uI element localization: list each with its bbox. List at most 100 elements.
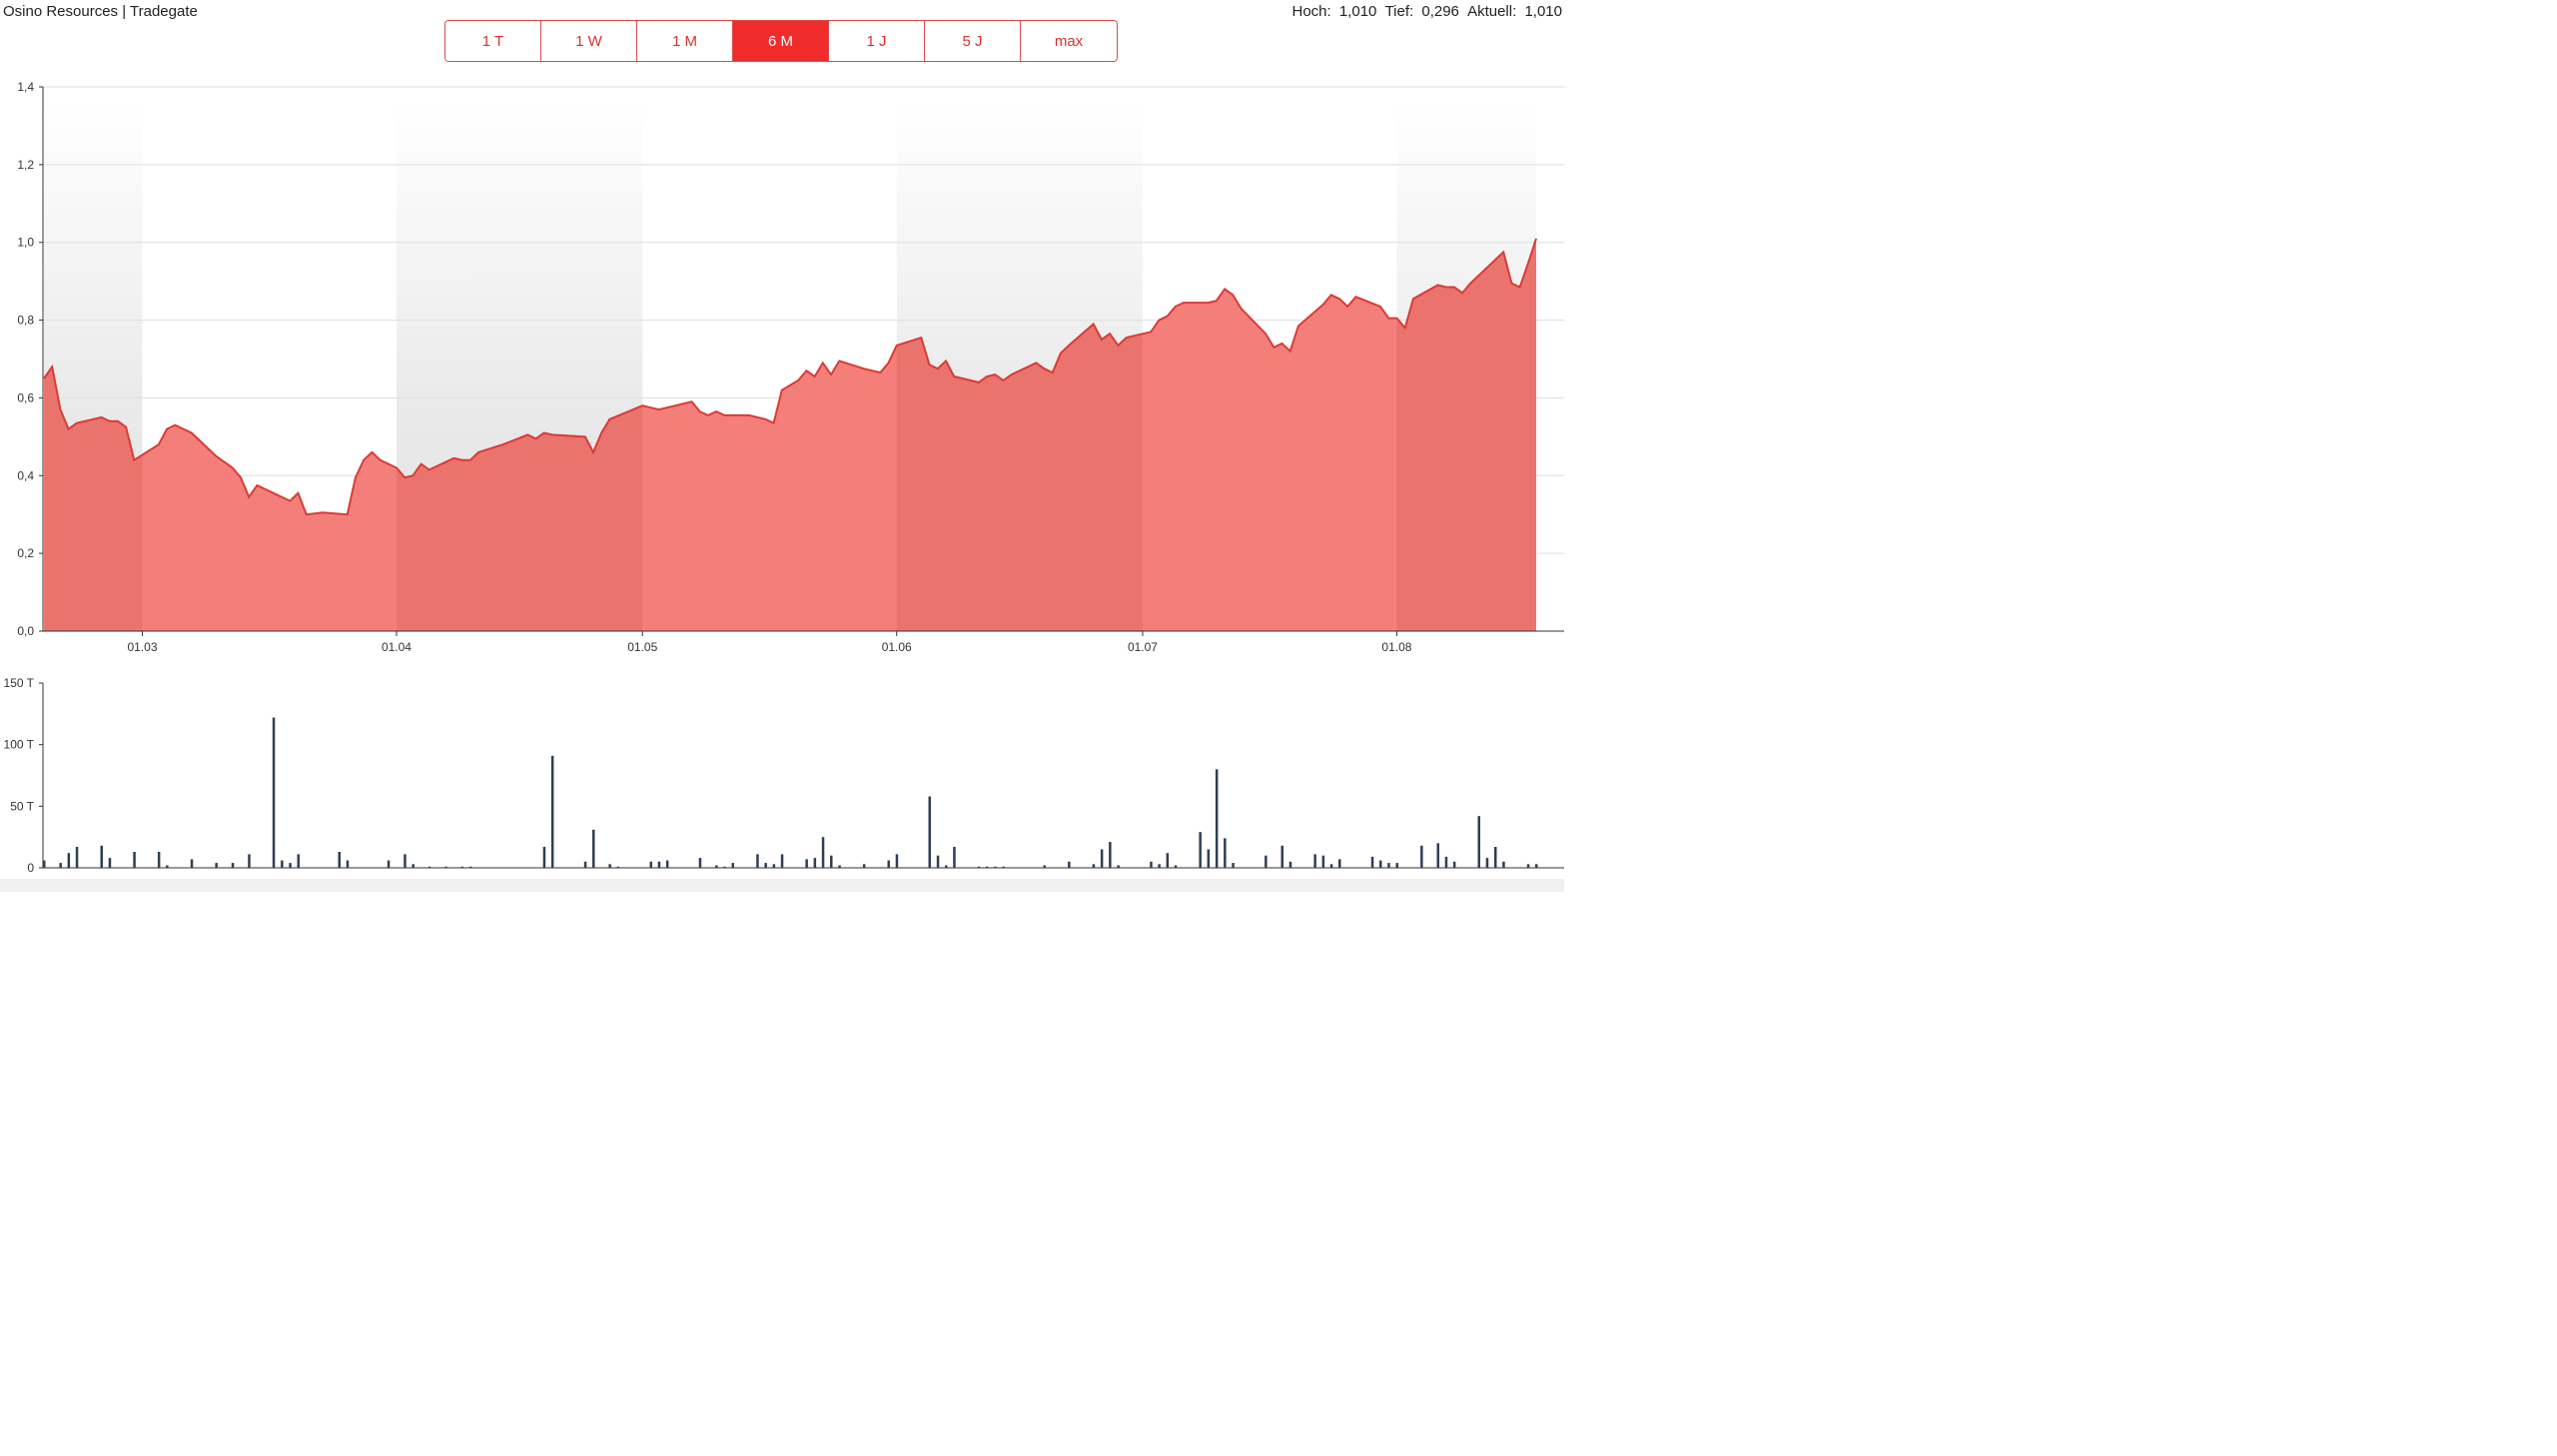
volume-bar <box>608 864 611 868</box>
range-button-1t[interactable]: 1 T <box>445 21 541 61</box>
volume-bar <box>616 866 620 868</box>
volume-bar <box>1002 866 1005 868</box>
volume-bar <box>1166 853 1170 868</box>
volume-bar <box>936 855 940 868</box>
volume-bar <box>1158 864 1161 868</box>
range-button-max[interactable]: max <box>1021 21 1117 61</box>
y-tick-label: 1,2 <box>17 158 34 172</box>
volume-bar <box>1477 816 1480 868</box>
volume-bar <box>1502 861 1505 868</box>
volume-bar <box>715 865 718 868</box>
volume-bar <box>895 854 899 868</box>
volume-bar <box>1265 855 1268 868</box>
volume-bar <box>1526 864 1530 868</box>
range-button-1m[interactable]: 1 M <box>637 21 733 61</box>
volume-bar <box>1370 856 1374 868</box>
volume-y-ticks: 0 50 T 100 T 150 T <box>4 676 43 875</box>
volume-bar <box>133 852 136 868</box>
volume-bar <box>412 864 415 868</box>
volume-bar <box>338 852 341 868</box>
volume-bar <box>1329 864 1333 868</box>
y-tick-label: 0,2 <box>17 546 34 560</box>
volume-bar <box>1494 847 1497 868</box>
y-tick-label: 1,4 <box>17 80 34 94</box>
volume-bar <box>1092 864 1096 868</box>
volume-bar <box>542 847 546 868</box>
y-tick-label: 0,8 <box>17 314 34 328</box>
volume-bar <box>1420 845 1423 868</box>
volume-bar <box>986 866 989 868</box>
stat-current-label: Aktuell: <box>1467 3 1517 20</box>
x-tick-label: 01.08 <box>1381 640 1411 654</box>
volume-bar <box>1535 864 1538 868</box>
volume-bar <box>592 829 595 868</box>
volume-bar <box>780 854 784 868</box>
price-y-ticks: 0,0 0,2 0,4 0,6 0,8 1,0 1,2 1,4 <box>17 80 43 638</box>
range-button-5j[interactable]: 5 J <box>925 21 1021 61</box>
volume-bar <box>1280 845 1283 868</box>
volume-bar <box>272 717 276 868</box>
volume-bar <box>1313 854 1316 868</box>
volume-bar <box>43 860 46 868</box>
volume-bar <box>1436 843 1439 868</box>
area-month-shade <box>1396 238 1536 631</box>
volume-bar <box>1100 849 1104 868</box>
range-button-1w[interactable]: 1 W <box>541 21 637 61</box>
volume-bar <box>1288 861 1292 868</box>
volume-bar <box>723 866 726 868</box>
volume-tick-label: 100 T <box>4 738 35 752</box>
volume-bar <box>583 861 587 868</box>
volume-bar <box>59 863 62 868</box>
stat-current-value: 1,010 <box>1524 3 1562 20</box>
date-x-ticks: 01.03 01.04 01.05 01.06 01.07 01.08 <box>127 631 1412 654</box>
volume-bar <box>1199 832 1202 868</box>
volume-bar <box>1485 858 1489 868</box>
stat-high-value: 1,010 <box>1338 3 1377 20</box>
x-tick-label: 01.04 <box>382 640 412 654</box>
volume-bar <box>444 866 447 868</box>
price-area <box>44 238 1536 632</box>
volume-bar <box>289 863 292 868</box>
volume-bar <box>1338 859 1341 868</box>
volume-bar <box>1043 865 1046 868</box>
x-tick-label: 01.03 <box>127 640 157 654</box>
range-button-6m[interactable]: 6 M <box>733 21 829 61</box>
volume-bar <box>1379 860 1382 868</box>
volume-bar <box>764 863 767 868</box>
volume-bar <box>1207 849 1211 868</box>
volume-bar <box>1174 865 1178 868</box>
footer-strip <box>0 879 1564 892</box>
stat-low-value: 0,296 <box>1421 3 1459 20</box>
range-button-1j[interactable]: 1 J <box>829 21 925 61</box>
volume-bar <box>460 866 464 868</box>
volume-bar <box>977 866 981 868</box>
volume-bar <box>657 861 661 868</box>
volume-tick-label: 150 T <box>4 676 35 690</box>
volume-bar <box>821 837 825 868</box>
volume-tick-label: 0 <box>27 861 34 875</box>
volume-bar <box>756 854 759 868</box>
volume-bar <box>830 855 833 868</box>
volume-bar <box>953 847 956 868</box>
volume-bar <box>698 858 702 868</box>
volume-bar <box>75 847 79 868</box>
volume-bar <box>190 859 194 868</box>
x-tick-label: 01.06 <box>882 640 912 654</box>
chart-title: Osino Resources | Tradegate <box>3 3 198 20</box>
volume-bar <box>1395 863 1398 868</box>
y-tick-label: 0,6 <box>17 390 34 404</box>
volume-bar <box>166 865 169 868</box>
volume-bar <box>805 859 808 868</box>
time-range-selector: 1 T 1 W 1 M 6 M 1 J 5 J max <box>444 20 1118 62</box>
volume-bar <box>665 860 669 868</box>
volume-bar <box>108 858 112 868</box>
volume-bar <box>157 852 161 868</box>
volume-bar <box>1444 856 1448 868</box>
volume-bar <box>887 860 890 868</box>
y-tick-label: 0,4 <box>17 468 34 482</box>
chart-axes <box>42 87 1564 869</box>
volume-bar <box>1387 863 1390 868</box>
volume-bar <box>945 865 948 868</box>
volume-bar <box>731 863 734 868</box>
volume-bar <box>772 864 776 868</box>
